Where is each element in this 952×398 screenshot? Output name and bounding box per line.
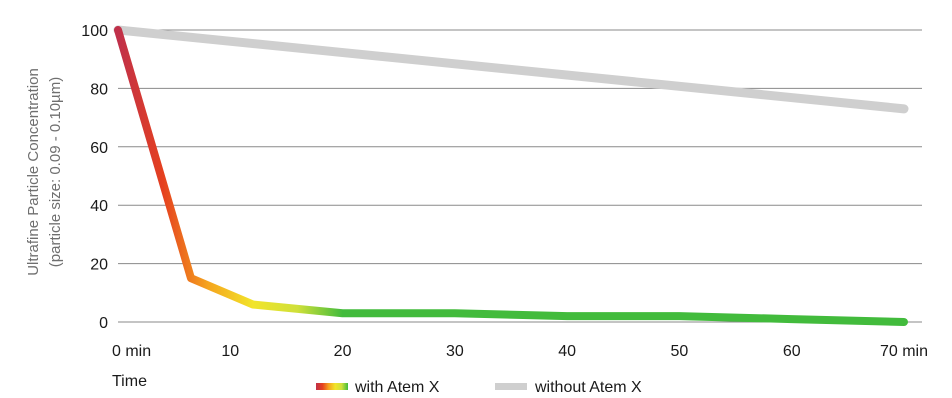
legend-label-with-atem-x: with Atem X	[354, 379, 440, 396]
y-axis-sublabel: (particle size: 0.09 - 0.10µm)	[47, 77, 64, 267]
x-tick-label: 10	[221, 343, 239, 360]
series-lines	[113, 25, 909, 326]
x-tick-label: 70 min	[880, 343, 928, 360]
y-tick-label: 0	[99, 315, 108, 332]
y-axis-label: Ultrafine Particle Concentration	[25, 68, 42, 276]
x-tick-label: 20	[334, 343, 352, 360]
y-tick-label: 60	[90, 140, 108, 157]
x-tick-label: 30	[446, 343, 464, 360]
y-tick-labels: 0 20 40 60 80 100	[81, 23, 108, 332]
legend-swatch-without-atem-x	[495, 383, 527, 390]
x-tick-label: 40	[558, 343, 576, 360]
x-axis-label: Time	[112, 373, 147, 390]
series-line-with-atem-x	[114, 26, 908, 326]
y-tick-label: 80	[90, 81, 108, 98]
legend: with Atem X without Atem X	[316, 379, 642, 396]
x-tick-label: 50	[671, 343, 689, 360]
x-tick-labels: 0 min 10 20 30 40 50 60 70 min	[112, 343, 928, 360]
y-tick-label: 20	[90, 257, 108, 274]
y-tick-label: 100	[81, 23, 108, 40]
legend-swatch-with-atem-x	[316, 383, 348, 390]
y-tick-label: 40	[90, 198, 108, 215]
x-tick-label: 60	[783, 343, 801, 360]
legend-label-without-atem-x: without Atem X	[534, 379, 642, 396]
series-line-without-atem-x	[113, 25, 909, 114]
x-tick-label: 0 min	[112, 343, 151, 360]
